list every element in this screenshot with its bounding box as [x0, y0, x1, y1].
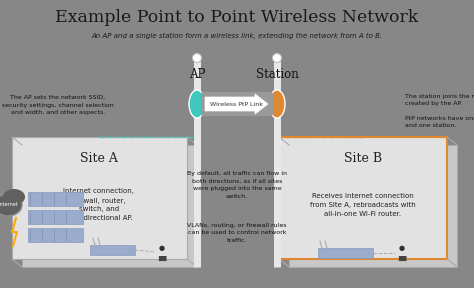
Polygon shape	[205, 94, 268, 114]
Text: ●: ●	[399, 245, 405, 251]
FancyBboxPatch shape	[28, 210, 83, 224]
Ellipse shape	[269, 90, 285, 118]
FancyBboxPatch shape	[318, 248, 373, 258]
Text: An AP and a single station form a wireless link, extending the network from A to: An AP and a single station form a wirele…	[91, 33, 383, 39]
Text: Station: Station	[255, 69, 298, 82]
Text: PtP networks have one AP,
and one station.: PtP networks have one AP, and one statio…	[405, 116, 474, 128]
Text: ▄: ▄	[398, 251, 406, 261]
FancyBboxPatch shape	[279, 137, 447, 259]
Text: Internet: Internet	[0, 202, 18, 207]
FancyBboxPatch shape	[28, 228, 83, 242]
Text: ▄: ▄	[158, 251, 166, 261]
Text: Receives Internet connection
from Site A, rebroadcasts with
all-in-one Wi-Fi rou: Receives Internet connection from Site A…	[310, 193, 416, 217]
FancyBboxPatch shape	[289, 145, 457, 267]
Text: By default, all traffic can flow in
both directions, as if all sites
were plugge: By default, all traffic can flow in both…	[187, 171, 287, 199]
Ellipse shape	[3, 189, 25, 205]
Text: Site A: Site A	[80, 151, 118, 164]
Text: VLANs, routing, or firewall rules
can be used to control network
traffic.: VLANs, routing, or firewall rules can be…	[187, 223, 287, 243]
Ellipse shape	[273, 54, 282, 62]
Text: Internet connection,
firewall, router,
switch, and
omnidirectional AP.: Internet connection, firewall, router, s…	[64, 189, 135, 221]
Text: The station joins the network
created by the AP.: The station joins the network created by…	[405, 94, 474, 106]
FancyBboxPatch shape	[90, 245, 135, 255]
FancyBboxPatch shape	[28, 192, 83, 206]
Text: Site B: Site B	[344, 151, 382, 164]
FancyBboxPatch shape	[201, 92, 273, 116]
Text: AP: AP	[189, 69, 205, 82]
Ellipse shape	[0, 194, 22, 216]
FancyBboxPatch shape	[12, 137, 187, 259]
Ellipse shape	[189, 90, 205, 118]
Text: Example Point to Point Wireless Network: Example Point to Point Wireless Network	[55, 10, 419, 26]
FancyBboxPatch shape	[22, 145, 197, 267]
Ellipse shape	[192, 54, 201, 62]
Text: The AP sets the network SSID,
security settings, channel selection
and width, an: The AP sets the network SSID, security s…	[2, 95, 114, 115]
Text: Wireless PtP Link: Wireless PtP Link	[210, 101, 264, 107]
Text: ●: ●	[159, 245, 165, 251]
